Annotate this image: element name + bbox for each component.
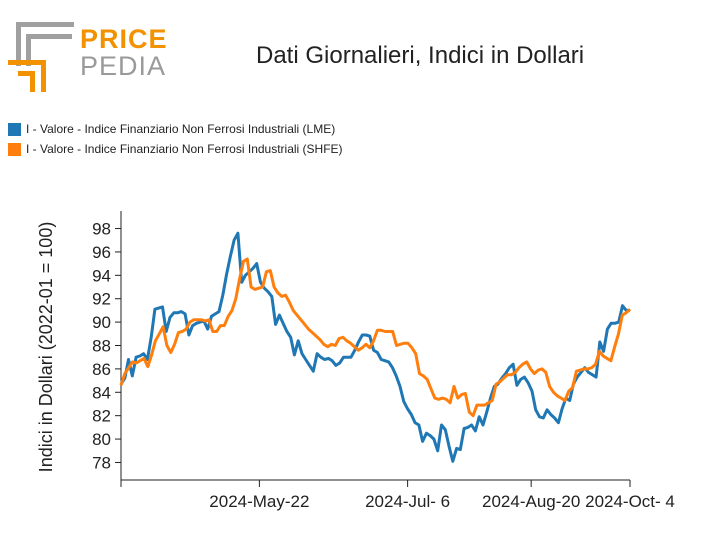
series-line-shfe	[119, 257, 632, 418]
logo-bar-gray-mid	[26, 34, 72, 39]
y-tick-label: 96	[92, 243, 111, 262]
series-lines	[119, 231, 632, 463]
y-tick-label: 86	[92, 360, 111, 379]
y-tick-label: 84	[92, 383, 111, 402]
y-tick-label: 98	[92, 220, 111, 239]
logo-bar-orange-inner	[30, 71, 35, 92]
legend-item-shfe[interactable]: I - Valore - Indice Finanziario Non Ferr…	[8, 139, 343, 159]
x-tick-label: 2024-Aug-20	[482, 492, 580, 511]
logo-word-price: PRICE	[80, 24, 168, 54]
y-tick-label: 94	[92, 266, 111, 285]
x-tick-label: 2024-Oct- 4	[585, 492, 675, 511]
y-tick-label: 78	[92, 453, 111, 472]
legend-label-shfe: I - Valore - Indice Finanziario Non Ferr…	[26, 142, 343, 156]
logo-bar-orange-lower	[18, 71, 35, 76]
legend-label-lme: I - Valore - Indice Finanziario Non Ferr…	[26, 122, 336, 136]
legend-swatch-shfe	[8, 142, 21, 156]
legend-item-lme[interactable]: I - Valore - Indice Finanziario Non Ferr…	[8, 119, 343, 139]
y-axis: 78 80 82 84 86 88 90 92 94 96 98	[92, 211, 122, 480]
y-tick-label: 82	[92, 407, 111, 426]
logo-bar-gray-side	[16, 22, 21, 66]
x-axis: 2024-May-22 2024-Jul- 6 2024-Aug-20 2024-Oc…	[120, 479, 675, 511]
x-tick-label: 2024-Jul- 6	[365, 492, 450, 511]
logo-bar-gray-top	[16, 22, 74, 27]
pricepedia-logo: PRICE PEDIA	[6, 20, 168, 92]
logo-bar-gray-inner	[26, 34, 31, 66]
y-tick-label: 88	[92, 337, 111, 356]
legend-swatch-lme	[8, 122, 21, 136]
logo-bar-orange-top	[8, 60, 46, 65]
chart-title: Dati Giornalieri, Indici in Dollari	[256, 42, 585, 69]
logo-mark-icon	[8, 22, 74, 92]
x-tick-label: 2024-May-22	[209, 492, 309, 511]
y-axis-title: Indici in Dollari (2022-01 = 100)	[36, 222, 56, 473]
logo-word-pedia: PEDIA	[80, 51, 167, 81]
y-tick-label: 90	[92, 313, 111, 332]
series-line-lme	[119, 231, 630, 463]
logo-bar-orange-side	[41, 60, 46, 92]
legend: I - Valore - Indice Finanziario Non Ferr…	[8, 119, 343, 159]
y-tick-label: 92	[92, 290, 111, 309]
y-tick-label: 80	[92, 430, 111, 449]
